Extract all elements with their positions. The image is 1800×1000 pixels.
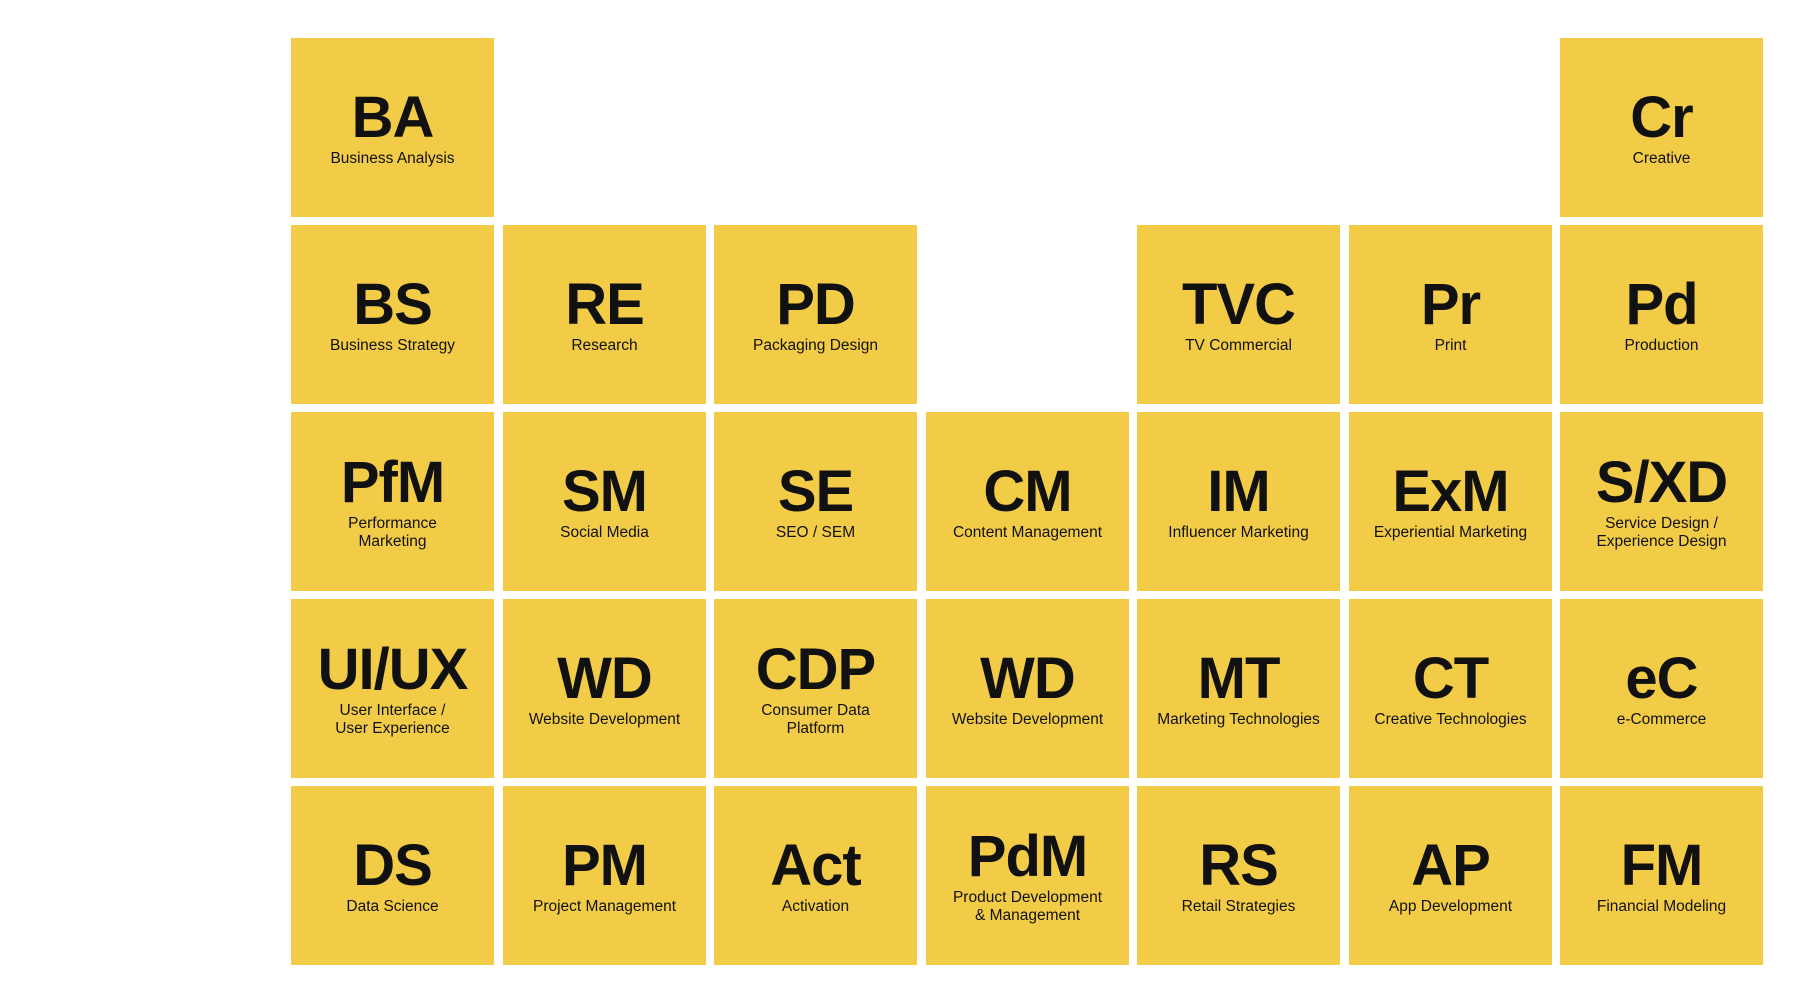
tile-symbol: WD	[980, 645, 1076, 711]
tile-name: Social Media	[560, 523, 649, 541]
tile-symbol: Cr	[1630, 84, 1693, 150]
tile-name: Financial Modeling	[1596, 897, 1727, 915]
tile-name: TV Commercial	[1185, 336, 1292, 354]
tile-symbol: PD	[776, 271, 856, 337]
tile-name: Marketing Technologies	[1157, 710, 1320, 728]
tile-name: Packaging Design	[753, 336, 878, 354]
tile-symbol: PM	[562, 832, 648, 898]
tile-name: Production	[1624, 336, 1699, 354]
tile-wd1[interactable]: WD Website Development	[503, 599, 706, 778]
tile-name: SEO / SEM	[775, 523, 856, 541]
tile-sm[interactable]: SM Social Media	[503, 412, 706, 591]
tile-symbol: WD	[557, 645, 653, 711]
tile-symbol: Pr	[1420, 271, 1481, 337]
tile-symbol: PdM	[967, 823, 1088, 889]
tile-name: App Development	[1388, 897, 1513, 915]
tile-symbol: eC	[1625, 645, 1698, 711]
tile-symbol: Act	[770, 832, 861, 898]
tile-ec[interactable]: eC e-Commerce	[1560, 599, 1763, 778]
tile-rs[interactable]: RS Retail Strategies	[1137, 786, 1340, 965]
tile-sxd[interactable]: S/XD Service Design / Experience Design	[1560, 412, 1763, 591]
tile-cr[interactable]: Cr Creative	[1560, 38, 1763, 217]
tile-symbol: SE	[777, 458, 854, 524]
tile-act[interactable]: Act Activation	[714, 786, 917, 965]
tile-bs[interactable]: BS Business Strategy	[291, 225, 494, 404]
tile-ba[interactable]: BA Business Analysis	[291, 38, 494, 217]
tile-symbol: ExM	[1392, 458, 1509, 524]
tile-ds[interactable]: DS Data Science	[291, 786, 494, 965]
tile-uiux[interactable]: UI/UX User Interface / User Experience	[291, 599, 494, 778]
tile-symbol: PfM	[340, 449, 445, 515]
tile-symbol: CDP	[755, 636, 876, 702]
tile-name: Consumer Data Platform	[761, 701, 870, 737]
tile-name: Creative Technologies	[1374, 710, 1527, 728]
tile-pdm[interactable]: PdM Product Development & Management	[926, 786, 1129, 965]
tile-symbol: UI/UX	[317, 636, 469, 702]
tile-symbol: MT	[1197, 645, 1281, 711]
tile-name: Retail Strategies	[1181, 897, 1296, 915]
tile-symbol: IM	[1207, 458, 1270, 524]
tile-symbol: AP	[1411, 832, 1491, 898]
tile-symbol: SM	[562, 458, 648, 524]
tile-pd2[interactable]: Pd Production	[1560, 225, 1763, 404]
tile-name: Business Analysis	[330, 149, 455, 167]
tile-symbol: CT	[1412, 645, 1489, 711]
tile-name: Service Design / Experience Design	[1596, 514, 1727, 550]
tile-name: Activation	[781, 897, 850, 915]
tile-name: Creative	[1632, 149, 1691, 167]
tile-re[interactable]: RE Research	[503, 225, 706, 404]
tile-pm[interactable]: PM Project Management	[503, 786, 706, 965]
tile-name: Performance Marketing	[348, 514, 437, 550]
tile-symbol: CM	[983, 458, 1072, 524]
tile-pd[interactable]: PD Packaging Design	[714, 225, 917, 404]
tile-name: Business Strategy	[330, 336, 455, 354]
tile-symbol: FM	[1620, 832, 1704, 898]
tile-name: User Interface / User Experience	[335, 701, 450, 737]
tile-cm[interactable]: CM Content Management	[926, 412, 1129, 591]
tile-name: Content Management	[952, 523, 1103, 541]
tile-tvc[interactable]: TVC TV Commercial	[1137, 225, 1340, 404]
tile-symbol: BS	[353, 271, 433, 337]
tile-cdp[interactable]: CDP Consumer Data Platform	[714, 599, 917, 778]
tile-mt[interactable]: MT Marketing Technologies	[1137, 599, 1340, 778]
tile-symbol: RE	[565, 271, 645, 337]
tile-symbol: S/XD	[1595, 449, 1728, 515]
tile-ct[interactable]: CT Creative Technologies	[1349, 599, 1552, 778]
tile-name: Research	[571, 336, 638, 354]
tile-name: e-Commerce	[1616, 710, 1707, 728]
tile-name: Website Development	[951, 710, 1104, 728]
tile-name: Product Development & Management	[952, 888, 1103, 924]
tile-name: Website Development	[528, 710, 681, 728]
tile-symbol: RS	[1199, 832, 1279, 898]
tile-pr[interactable]: Pr Print	[1349, 225, 1552, 404]
tile-name: Project Management	[532, 897, 677, 915]
tile-fm[interactable]: FM Financial Modeling	[1560, 786, 1763, 965]
tile-name: Print	[1434, 336, 1467, 354]
tile-pfm[interactable]: PfM Performance Marketing	[291, 412, 494, 591]
tile-name: Experiential Marketing	[1373, 523, 1528, 541]
tile-name: Data Science	[346, 897, 439, 915]
tile-name: Influencer Marketing	[1168, 523, 1309, 541]
tile-exm[interactable]: ExM Experiential Marketing	[1349, 412, 1552, 591]
tile-im[interactable]: IM Influencer Marketing	[1137, 412, 1340, 591]
tile-ap[interactable]: AP App Development	[1349, 786, 1552, 965]
tile-se[interactable]: SE SEO / SEM	[714, 412, 917, 591]
tile-symbol: TVC	[1182, 271, 1296, 337]
tile-symbol: Pd	[1625, 271, 1698, 337]
tile-wd2[interactable]: WD Website Development	[926, 599, 1129, 778]
tile-symbol: DS	[353, 832, 433, 898]
tile-symbol: BA	[351, 84, 435, 150]
